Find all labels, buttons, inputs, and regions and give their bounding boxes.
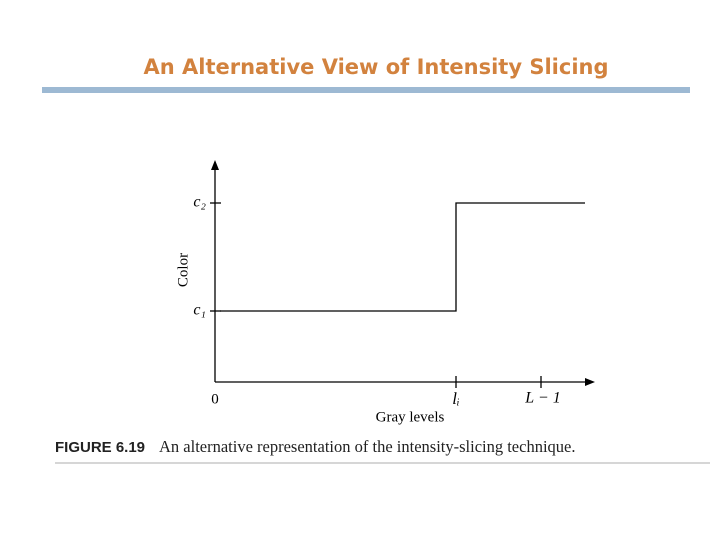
title-bar (42, 87, 690, 93)
y-axis-label: Color (175, 253, 191, 287)
x-arrow (585, 378, 595, 386)
y-tick-label: c₁ (193, 302, 206, 319)
x-tick-label: 0 (211, 391, 219, 407)
x-tick-label: lᵢ (452, 389, 459, 408)
step-curve (220, 202, 585, 312)
x-tick-label: L − 1 (524, 390, 560, 407)
y-tick-label: c₂ (193, 194, 206, 211)
caption-text: An alternative representation of the int… (159, 437, 576, 456)
x-axis-label: Gray levels (376, 409, 445, 425)
slide-title: An Alternative View of Intensity Slicing (144, 55, 609, 79)
caption-label: FIGURE 6.19 (55, 439, 145, 456)
y-arrow (211, 160, 219, 170)
